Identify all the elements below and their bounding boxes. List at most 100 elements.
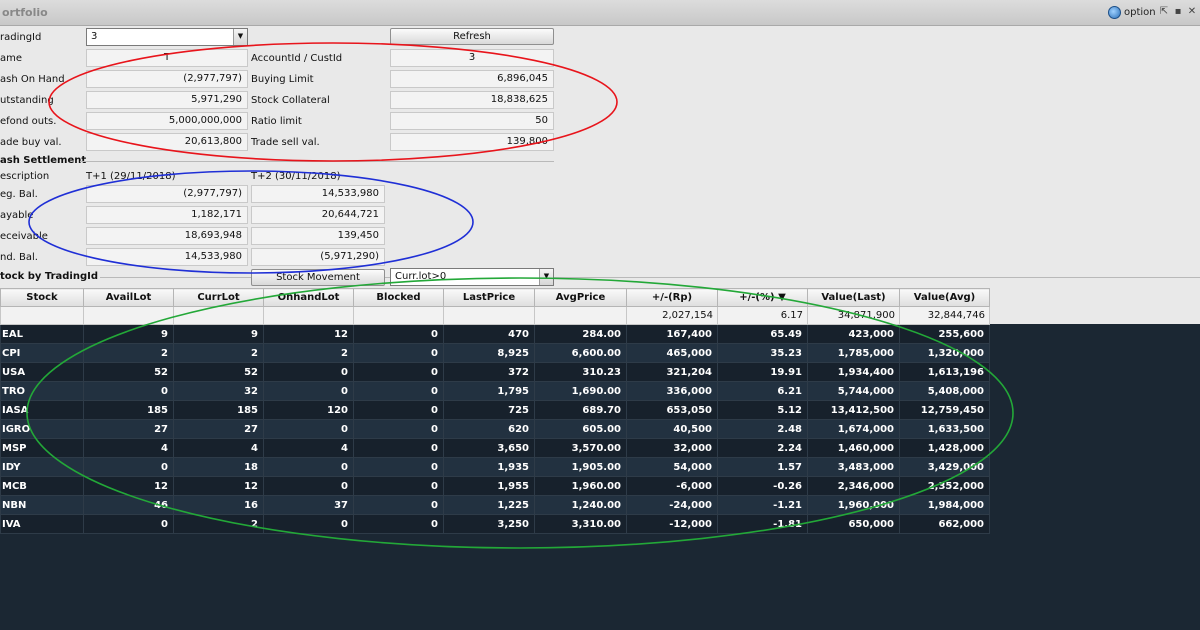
table-row[interactable]: MCB 12 12 0 0 1,955 1,960.00 -6,000 -0.26 2,346,0…	[0, 476, 990, 496]
buying-limit-field: 6,896,045	[390, 70, 554, 88]
settlement-t1-cell: 18,693,948	[86, 227, 248, 245]
column-header-change-rp[interactable]: +/-(Rp)	[626, 288, 718, 307]
option-icon	[1108, 6, 1121, 19]
stock-code-cell: USA	[0, 362, 84, 382]
table-cell: 653,050	[626, 400, 718, 420]
table-cell: 2	[263, 343, 354, 363]
column-header-lastprice[interactable]: LastPrice	[443, 288, 535, 307]
column-header-value-avg[interactable]: Value(Avg)	[899, 288, 990, 307]
table-cell: 0	[353, 324, 444, 344]
column-header-currlot[interactable]: CurrLot	[173, 288, 264, 307]
table-cell: 65.49	[717, 324, 808, 344]
table-cell: 32,000	[626, 438, 718, 458]
table-row[interactable]: EAL 9 9 12 0 470 284.00 167,400 65.49 423,000 255,…	[0, 324, 990, 344]
table-cell: 4	[83, 438, 174, 458]
table-row[interactable]: IVA 0 2 0 0 3,250 3,310.00 -12,000 -1.81 650,000 6…	[0, 514, 990, 534]
outstanding-label: utstanding	[0, 95, 54, 106]
column-header-change-pct[interactable]: +/-(%) ▼	[717, 288, 808, 307]
column-header-value-last[interactable]: Value(Last)	[807, 288, 900, 307]
totals-cell	[83, 306, 174, 325]
table-row[interactable]: IDY 0 18 0 0 1,935 1,905.00 54,000 1.57 3,483,000…	[0, 457, 990, 477]
totals-cell	[173, 306, 264, 325]
table-row[interactable]: IASA 185 185 120 0 725 689.70 653,050 5.12 13,412…	[0, 400, 990, 420]
settlement-row-label: nd. Bal.	[0, 252, 38, 263]
table-cell: -6,000	[626, 476, 718, 496]
restore-icon[interactable]: ⇱	[1159, 6, 1169, 17]
table-cell: 0	[83, 514, 174, 534]
column-header-blocked[interactable]: Blocked	[353, 288, 444, 307]
column-header-avgprice[interactable]: AvgPrice	[534, 288, 627, 307]
totals-row: 2,027,154 6.17 34,871,900 32,844,746	[0, 306, 990, 325]
table-cell: 46	[83, 495, 174, 515]
table-cell: 1,240.00	[534, 495, 627, 515]
table-row[interactable]: CPI 2 2 2 0 8,925 6,600.00 465,000 35.23 1,785,00…	[0, 343, 990, 363]
table-row[interactable]: NBN 46 16 37 0 1,225 1,240.00 -24,000 -1.21 1,960…	[0, 495, 990, 515]
grid-body: EAL 9 9 12 0 470 284.00 167,400 65.49 423,000 255,…	[0, 324, 990, 534]
filter-select[interactable]: Curr.lot>0 ▼	[390, 268, 554, 286]
table-cell: 27	[173, 419, 264, 439]
table-cell: 54,000	[626, 457, 718, 477]
stock-code-cell: IDY	[0, 457, 84, 477]
table-row[interactable]: TRO 0 32 0 0 1,795 1,690.00 336,000 6.21 5,744,00…	[0, 381, 990, 401]
chevron-down-icon[interactable]: ▼	[539, 269, 553, 285]
table-cell: 5.12	[717, 400, 808, 420]
column-header-availlot[interactable]: AvailLot	[83, 288, 174, 307]
outstanding-field: 5,971,290	[86, 91, 248, 109]
table-cell: 310.23	[534, 362, 627, 382]
refresh-button[interactable]: Refresh	[390, 28, 554, 45]
settlement-row-label: eceivable	[0, 231, 48, 242]
table-cell: 2	[173, 514, 264, 534]
tradingid-select[interactable]: 3 ▼	[86, 28, 248, 46]
table-cell: 120	[263, 400, 354, 420]
table-cell: -0.26	[717, 476, 808, 496]
table-cell: 185	[83, 400, 174, 420]
accountid-field: 3	[390, 49, 554, 67]
minimize-icon[interactable]: ▪	[1174, 6, 1182, 17]
totals-cell	[443, 306, 535, 325]
table-cell: 12	[173, 476, 264, 496]
column-header-stock[interactable]: Stock	[0, 288, 84, 307]
filter-value: Curr.lot>0	[395, 271, 447, 282]
column-header-label: +/-(%)	[739, 292, 775, 303]
tradingid-value: 3	[91, 31, 98, 42]
stock-collateral-field: 18,838,625	[390, 91, 554, 109]
stock-movement-button[interactable]: Stock Movement	[251, 269, 385, 286]
t1-header: T+1 (29/11/2018)	[86, 171, 176, 182]
stock-code-cell: NBN	[0, 495, 84, 515]
table-cell: 620	[443, 419, 535, 439]
table-cell: 0	[83, 457, 174, 477]
table-row[interactable]: USA 52 52 0 0 372 310.23 321,204 19.91 1,934,400 1…	[0, 362, 990, 382]
table-cell: 9	[173, 324, 264, 344]
table-cell: 1,613,196	[899, 362, 990, 382]
settlement-row-label: ayable	[0, 210, 34, 221]
table-cell: 1,955	[443, 476, 535, 496]
option-button[interactable]: option	[1108, 6, 1156, 19]
table-cell: 2,352,000	[899, 476, 990, 496]
table-cell: 1,905.00	[534, 457, 627, 477]
stock-collateral-label: Stock Collateral	[251, 95, 330, 106]
table-cell: 0	[353, 419, 444, 439]
column-header-onhandlot[interactable]: OnhandLot	[263, 288, 354, 307]
table-cell: 16	[173, 495, 264, 515]
chevron-down-icon[interactable]: ▼	[233, 29, 247, 45]
ratio-limit-field: 50	[390, 112, 554, 130]
table-row[interactable]: MSP 4 4 4 0 3,650 3,570.00 32,000 2.24 1,460,000 1…	[0, 438, 990, 458]
table-cell: -12,000	[626, 514, 718, 534]
sort-desc-icon: ▼	[778, 292, 786, 303]
totals-cell: 32,844,746	[899, 306, 990, 325]
stock-table: Stock AvailLot CurrLot OnhandLot Blocked…	[0, 288, 990, 534]
table-cell: 12,759,450	[899, 400, 990, 420]
table-cell: 1,633,500	[899, 419, 990, 439]
table-cell: 255,600	[899, 324, 990, 344]
close-icon[interactable]: ✕	[1187, 6, 1197, 17]
table-cell: 1,460,000	[807, 438, 900, 458]
window-titlebar: ortfolio option ⇱ ▪ ✕	[0, 0, 1200, 26]
table-cell: 6,600.00	[534, 343, 627, 363]
table-cell: 52	[173, 362, 264, 382]
totals-cell	[263, 306, 354, 325]
table-cell: 336,000	[626, 381, 718, 401]
table-row[interactable]: IGRO 27 27 0 0 620 605.00 40,500 2.48 1,674,000 1,…	[0, 419, 990, 439]
table-cell: 1,428,000	[899, 438, 990, 458]
table-cell: 662,000	[899, 514, 990, 534]
stock-code-cell: TRO	[0, 381, 84, 401]
